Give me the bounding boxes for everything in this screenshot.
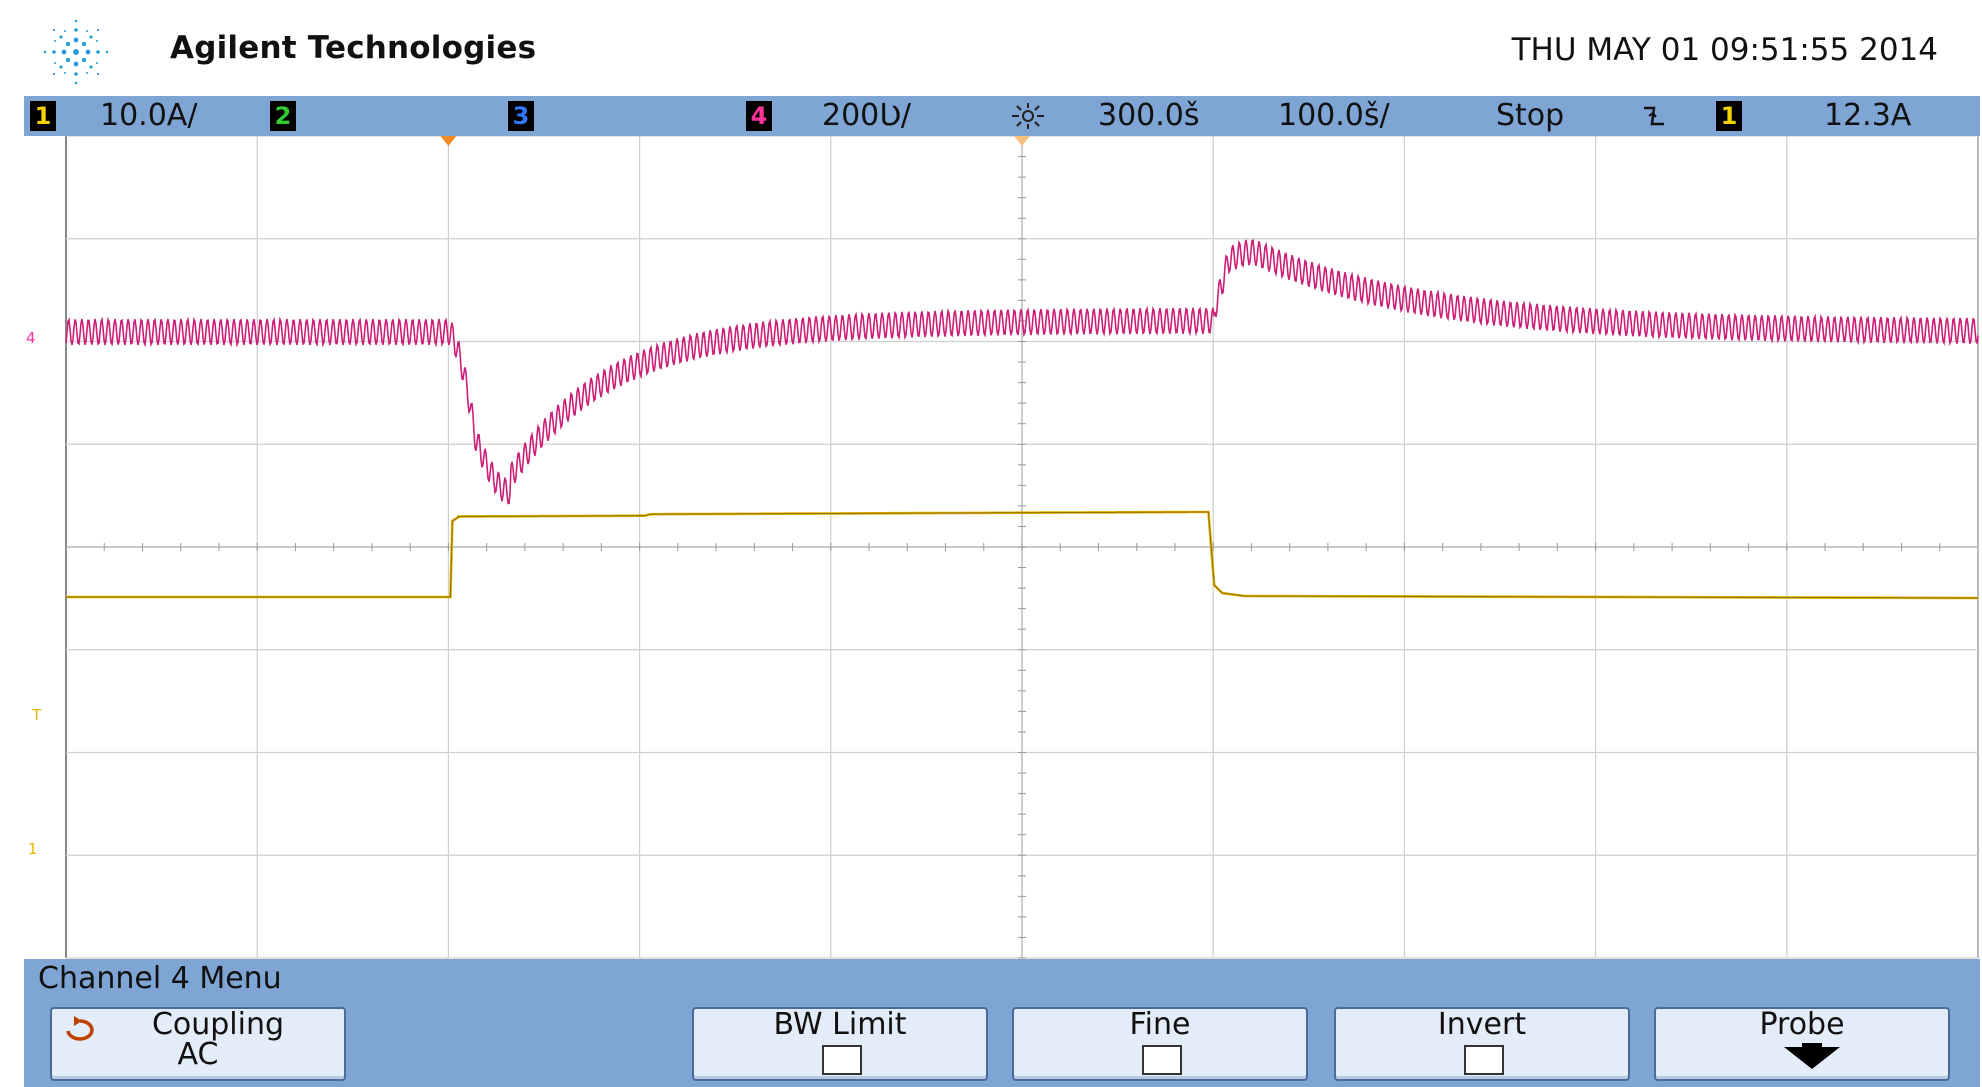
channel-2-indicator[interactable]: 2 <box>270 101 296 131</box>
channel-4-trace <box>65 239 1979 505</box>
fine-label: Fine <box>1129 1007 1191 1042</box>
channel-3-indicator[interactable]: 3 <box>508 101 534 131</box>
sun-icon <box>1012 103 1044 129</box>
bw-limit-label: BW Limit <box>773 1007 907 1042</box>
invert-label: Invert <box>1437 1007 1527 1042</box>
coupling-label: Coupling <box>151 1007 285 1042</box>
coupling-button[interactable]: Coupling AC <box>50 1007 346 1081</box>
position-markers <box>440 136 1030 146</box>
invert-checkbox[interactable] <box>1464 1045 1504 1075</box>
ch1-ground-marker: 1 <box>28 840 38 858</box>
brand-name: Agilent Technologies <box>170 30 537 66</box>
softkey-menu: Channel 4 Menu Coupling AC BW Limit Fine… <box>24 959 1980 1087</box>
trigger-delay: 300.0š <box>1098 98 1200 133</box>
waveform-grid: 4 T 1 <box>26 136 1979 959</box>
ground-markers: 4 T 1 <box>26 329 42 858</box>
waveform-display[interactable]: 4 T 1 <box>24 136 1980 959</box>
probe-label: Probe <box>1759 1007 1845 1042</box>
status-bar: 1 10.0A/ 2 3 4 200Ʋ/ 300.0š 100.0š/ Stop… <box>24 96 1980 136</box>
channel-1-indicator[interactable]: 1 <box>30 101 56 131</box>
graticule <box>65 136 1979 959</box>
header: Agilent Technologies THU MAY 01 09:51:55… <box>0 0 1982 96</box>
bw-limit-checkbox[interactable] <box>822 1045 862 1075</box>
channel-1-trace-shadow <box>66 511 1979 599</box>
rotate-arrow-icon <box>66 1016 94 1041</box>
probe-button[interactable]: Probe <box>1654 1007 1950 1081</box>
date-time: THU MAY 01 09:51:55 2014 <box>1511 32 1938 68</box>
invert-button[interactable]: Invert <box>1334 1007 1630 1081</box>
ch4-ground-marker: 4 <box>26 329 36 347</box>
falling-edge-icon <box>1644 106 1664 126</box>
down-arrow-icon-stem <box>1802 1043 1822 1049</box>
trigger-source-indicator[interactable]: 1 <box>1716 101 1742 131</box>
channel-4-indicator[interactable]: 4 <box>746 101 772 131</box>
channel-1-scale: 10.0A/ <box>100 98 198 133</box>
down-arrow-icon <box>1784 1047 1840 1069</box>
menu-title: Channel 4 Menu <box>38 961 282 996</box>
agilent-spark-logo <box>43 19 109 85</box>
trigger-level: 12.3A <box>1824 98 1912 133</box>
time-per-division: 100.0š/ <box>1278 98 1390 133</box>
coupling-value: AC <box>177 1037 219 1072</box>
fine-button[interactable]: Fine <box>1012 1007 1308 1081</box>
bw-limit-button[interactable]: BW Limit <box>692 1007 988 1081</box>
trigger-level-marker: T <box>31 706 42 724</box>
run-state: Stop <box>1496 98 1565 133</box>
fine-checkbox[interactable] <box>1142 1045 1182 1075</box>
channel-4-scale: 200Ʋ/ <box>822 98 911 133</box>
